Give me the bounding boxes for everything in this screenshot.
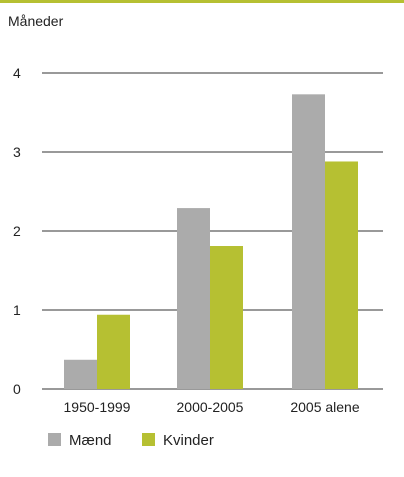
bar-kvinder-1 (210, 246, 243, 389)
x-tick-label-1: 2000-2005 (177, 399, 244, 415)
bar-mænd-1 (177, 208, 210, 389)
top-accent-rule (0, 0, 404, 3)
x-tick-label-2: 2005 alene (290, 399, 360, 415)
x-tick-labels: 1950-1999 2000-2005 2005 alene (64, 399, 360, 415)
y-tick-label-0: 0 (13, 381, 21, 397)
x-tick-label-0: 1950-1999 (64, 399, 131, 415)
y-tick-labels: 0 1 2 3 4 (13, 65, 21, 397)
legend: Mænd Kvinder (48, 432, 214, 449)
bar-mænd-2 (292, 94, 325, 389)
legend-swatch-1 (142, 433, 155, 446)
y-tick-label-4: 4 (13, 65, 21, 81)
bar-mænd-0 (64, 359, 97, 389)
bar-kvinder-0 (97, 314, 130, 389)
y-axis-unit-label: Måneder (8, 13, 64, 29)
legend-label-1: Kvinder (163, 432, 214, 449)
legend-label-0: Mænd (69, 432, 112, 449)
legend-swatch-0 (48, 433, 61, 446)
y-tick-label-2: 2 (13, 223, 21, 239)
y-tick-label-3: 3 (13, 144, 21, 160)
y-tick-label-1: 1 (13, 302, 21, 318)
bar-kvinder-2 (325, 161, 358, 389)
bars (64, 94, 358, 389)
